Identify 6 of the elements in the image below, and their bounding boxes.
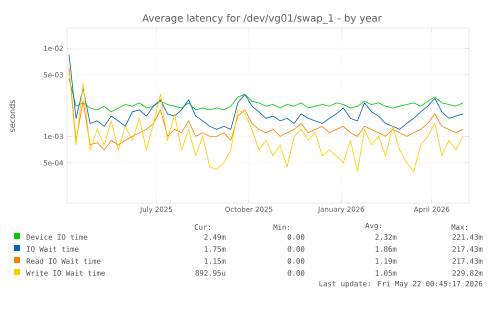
y-axis-title: seconds	[8, 100, 16, 132]
line-series	[68, 78, 464, 112]
line-series	[68, 54, 464, 130]
line-series	[68, 70, 464, 172]
line-series	[68, 67, 464, 150]
chart-title: Average latency for /dev/vg01/swap_1 - by year	[142, 14, 382, 24]
